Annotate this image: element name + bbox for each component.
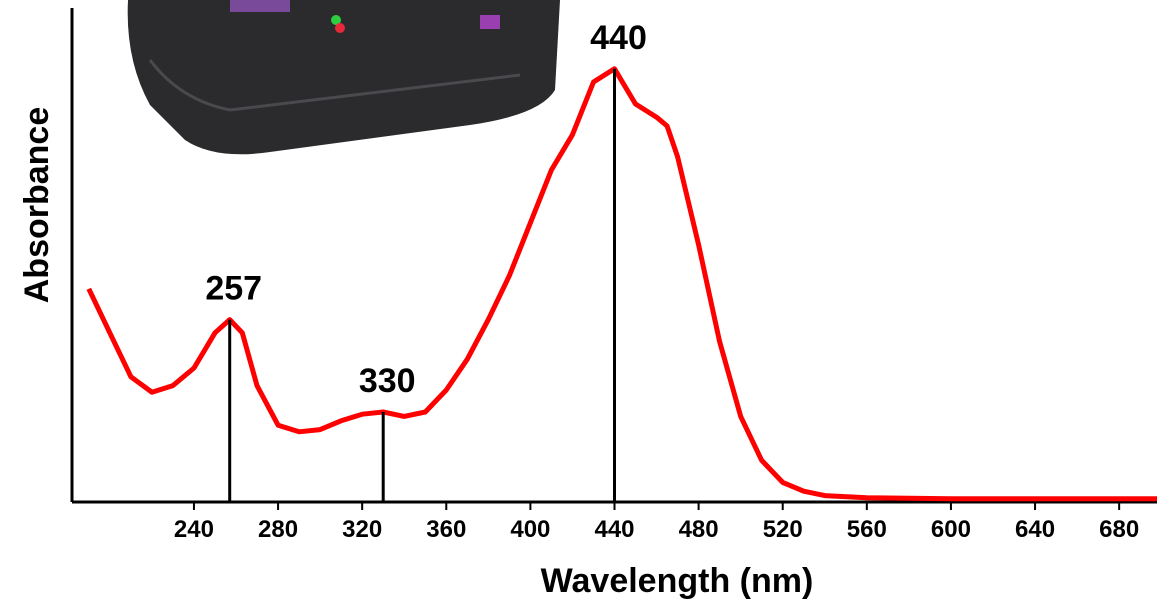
x-tick-label: 680 [1099, 516, 1139, 543]
x-tick-label: 240 [174, 516, 214, 543]
x-tick-label: 520 [763, 516, 803, 543]
x-axis-title: Wavelength (nm) [541, 562, 814, 600]
spectrum-line [86, 66, 1157, 502]
peak-label: 440 [590, 19, 647, 57]
y-axis-title: Absorbance [18, 107, 56, 304]
x-tick-label: 560 [847, 516, 887, 543]
x-tick-label: 400 [510, 516, 550, 543]
x-tick-label: 440 [594, 516, 634, 543]
peak-label: 330 [359, 362, 416, 400]
x-tick-label: 600 [931, 516, 971, 543]
x-tick-label: 360 [426, 516, 466, 543]
x-tick-label: 480 [679, 516, 719, 543]
x-tick-label: 320 [342, 516, 382, 543]
spectrophotometer-photo [127, 0, 560, 155]
x-tick-label: 640 [1015, 516, 1055, 543]
x-tick-label: 280 [258, 516, 298, 543]
peak-label: 257 [205, 270, 262, 308]
